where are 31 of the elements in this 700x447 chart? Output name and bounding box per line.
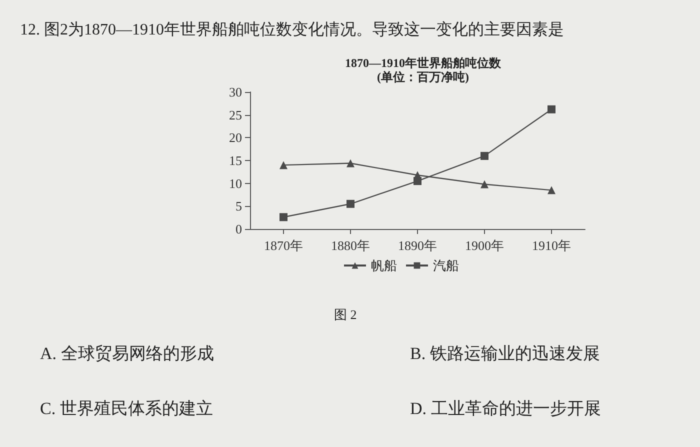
caption: 图 2 (334, 307, 357, 322)
point (414, 177, 422, 186)
point (346, 200, 354, 208)
text: B. 铁路运输业的迅速发展 (410, 344, 600, 363)
point (548, 105, 556, 114)
text: D. 工业革命的进一步开展 (410, 399, 601, 418)
x-tick-label: 1890年 (398, 238, 437, 253)
chart-subtitle: (单位：百万净吨) (377, 70, 469, 84)
y-tick-label: 10 (229, 176, 242, 191)
x-tick-label: 1870年 (264, 238, 303, 253)
y-tick-label: 5 (236, 198, 242, 214)
text: 12. 图2为1870—1910年世界船舶吨位数变化情况。导致这一变化的主要因素是 (20, 20, 564, 38)
y-tick-label: 30 (229, 84, 242, 100)
y-tick-label: 20 (229, 130, 242, 146)
legend-label: 帆船 (371, 258, 397, 273)
y-tick-label: 25 (229, 107, 242, 122)
y-tick-label: 0 (236, 222, 242, 236)
point (280, 161, 288, 170)
point (480, 152, 488, 160)
x-tick-label: 1900年 (465, 238, 504, 253)
x-tick-label: 1880年 (331, 238, 370, 253)
text: C. 世界殖民体系的建立 (40, 399, 213, 418)
text: A. 全球贸易网络的形成 (40, 344, 214, 363)
x-tick-label: 1910年 (532, 238, 571, 253)
chart-title: 1870—1910年世界船舶吨位数 (345, 56, 502, 70)
point (480, 180, 488, 188)
point (346, 159, 354, 168)
point (548, 186, 556, 194)
legend-label: 汽船 (433, 258, 459, 273)
point (280, 213, 288, 222)
y-tick-label: 15 (229, 153, 242, 168)
